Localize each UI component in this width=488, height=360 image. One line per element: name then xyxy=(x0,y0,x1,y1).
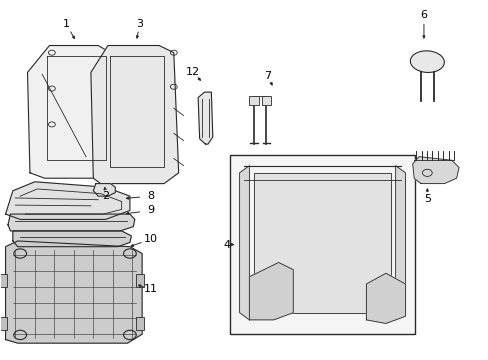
Text: 7: 7 xyxy=(264,71,271,81)
Bar xyxy=(249,96,259,105)
Polygon shape xyxy=(198,92,212,144)
Bar xyxy=(0,274,7,287)
Text: 5: 5 xyxy=(423,194,430,204)
Bar xyxy=(229,155,414,334)
Text: 9: 9 xyxy=(147,206,154,216)
Text: 11: 11 xyxy=(143,284,158,294)
Polygon shape xyxy=(254,173,390,313)
Bar xyxy=(261,96,271,105)
Text: 12: 12 xyxy=(186,67,200,77)
Polygon shape xyxy=(91,45,178,184)
Polygon shape xyxy=(13,231,131,247)
Text: 3: 3 xyxy=(136,19,143,29)
Polygon shape xyxy=(239,166,249,320)
Text: 10: 10 xyxy=(143,234,158,244)
Text: 4: 4 xyxy=(224,239,230,249)
Polygon shape xyxy=(27,45,115,178)
Ellipse shape xyxy=(409,51,444,72)
Polygon shape xyxy=(5,182,130,220)
Text: 2: 2 xyxy=(102,191,109,201)
Polygon shape xyxy=(249,262,293,320)
Text: 6: 6 xyxy=(420,10,427,20)
Polygon shape xyxy=(395,166,405,320)
Polygon shape xyxy=(366,273,405,323)
Bar xyxy=(0,317,7,330)
Bar xyxy=(136,317,143,330)
Text: 8: 8 xyxy=(147,191,154,201)
Polygon shape xyxy=(412,157,458,184)
Bar xyxy=(136,274,143,287)
Text: 1: 1 xyxy=(63,19,70,29)
Polygon shape xyxy=(5,241,142,343)
Polygon shape xyxy=(93,184,115,196)
Polygon shape xyxy=(8,214,135,231)
